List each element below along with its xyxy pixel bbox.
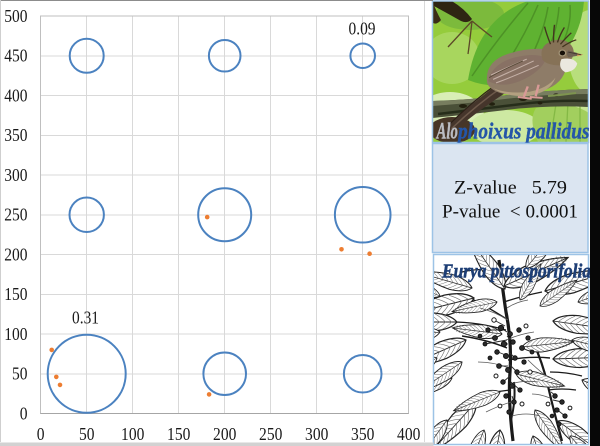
svg-text:100: 100 xyxy=(121,424,144,444)
svg-text:P-value < 0.0001: P-value < 0.0001 xyxy=(442,202,578,223)
svg-text:Z-value 5.79: Z-value 5.79 xyxy=(454,178,567,199)
svg-text:350: 350 xyxy=(351,424,374,444)
svg-text:500: 500 xyxy=(4,6,27,26)
svg-text:200: 200 xyxy=(213,424,236,444)
svg-text:50: 50 xyxy=(79,424,95,444)
svg-text:0: 0 xyxy=(20,403,28,423)
svg-text:450: 450 xyxy=(4,46,27,66)
svg-text:0: 0 xyxy=(37,424,45,444)
svg-text:50: 50 xyxy=(12,364,28,384)
svg-text:0.09: 0.09 xyxy=(349,19,376,39)
svg-text:300: 300 xyxy=(305,424,328,444)
svg-text:200: 200 xyxy=(4,244,27,264)
svg-text:phoixus pallidus: phoixus pallidus xyxy=(456,119,589,145)
svg-text:350: 350 xyxy=(4,125,27,145)
svg-text:Alo: Alo xyxy=(435,119,458,145)
svg-text:300: 300 xyxy=(4,165,27,185)
svg-text:150: 150 xyxy=(4,284,27,304)
svg-text:250: 250 xyxy=(4,205,27,225)
svg-text:0.31: 0.31 xyxy=(72,308,99,328)
svg-text:400: 400 xyxy=(4,85,27,105)
svg-text:100: 100 xyxy=(4,324,27,344)
svg-text:400: 400 xyxy=(397,424,420,444)
svg-text:Eurya pittosporifolia: Eurya pittosporifolia xyxy=(441,261,591,283)
svg-text:150: 150 xyxy=(167,424,190,444)
svg-text:250: 250 xyxy=(259,424,282,444)
